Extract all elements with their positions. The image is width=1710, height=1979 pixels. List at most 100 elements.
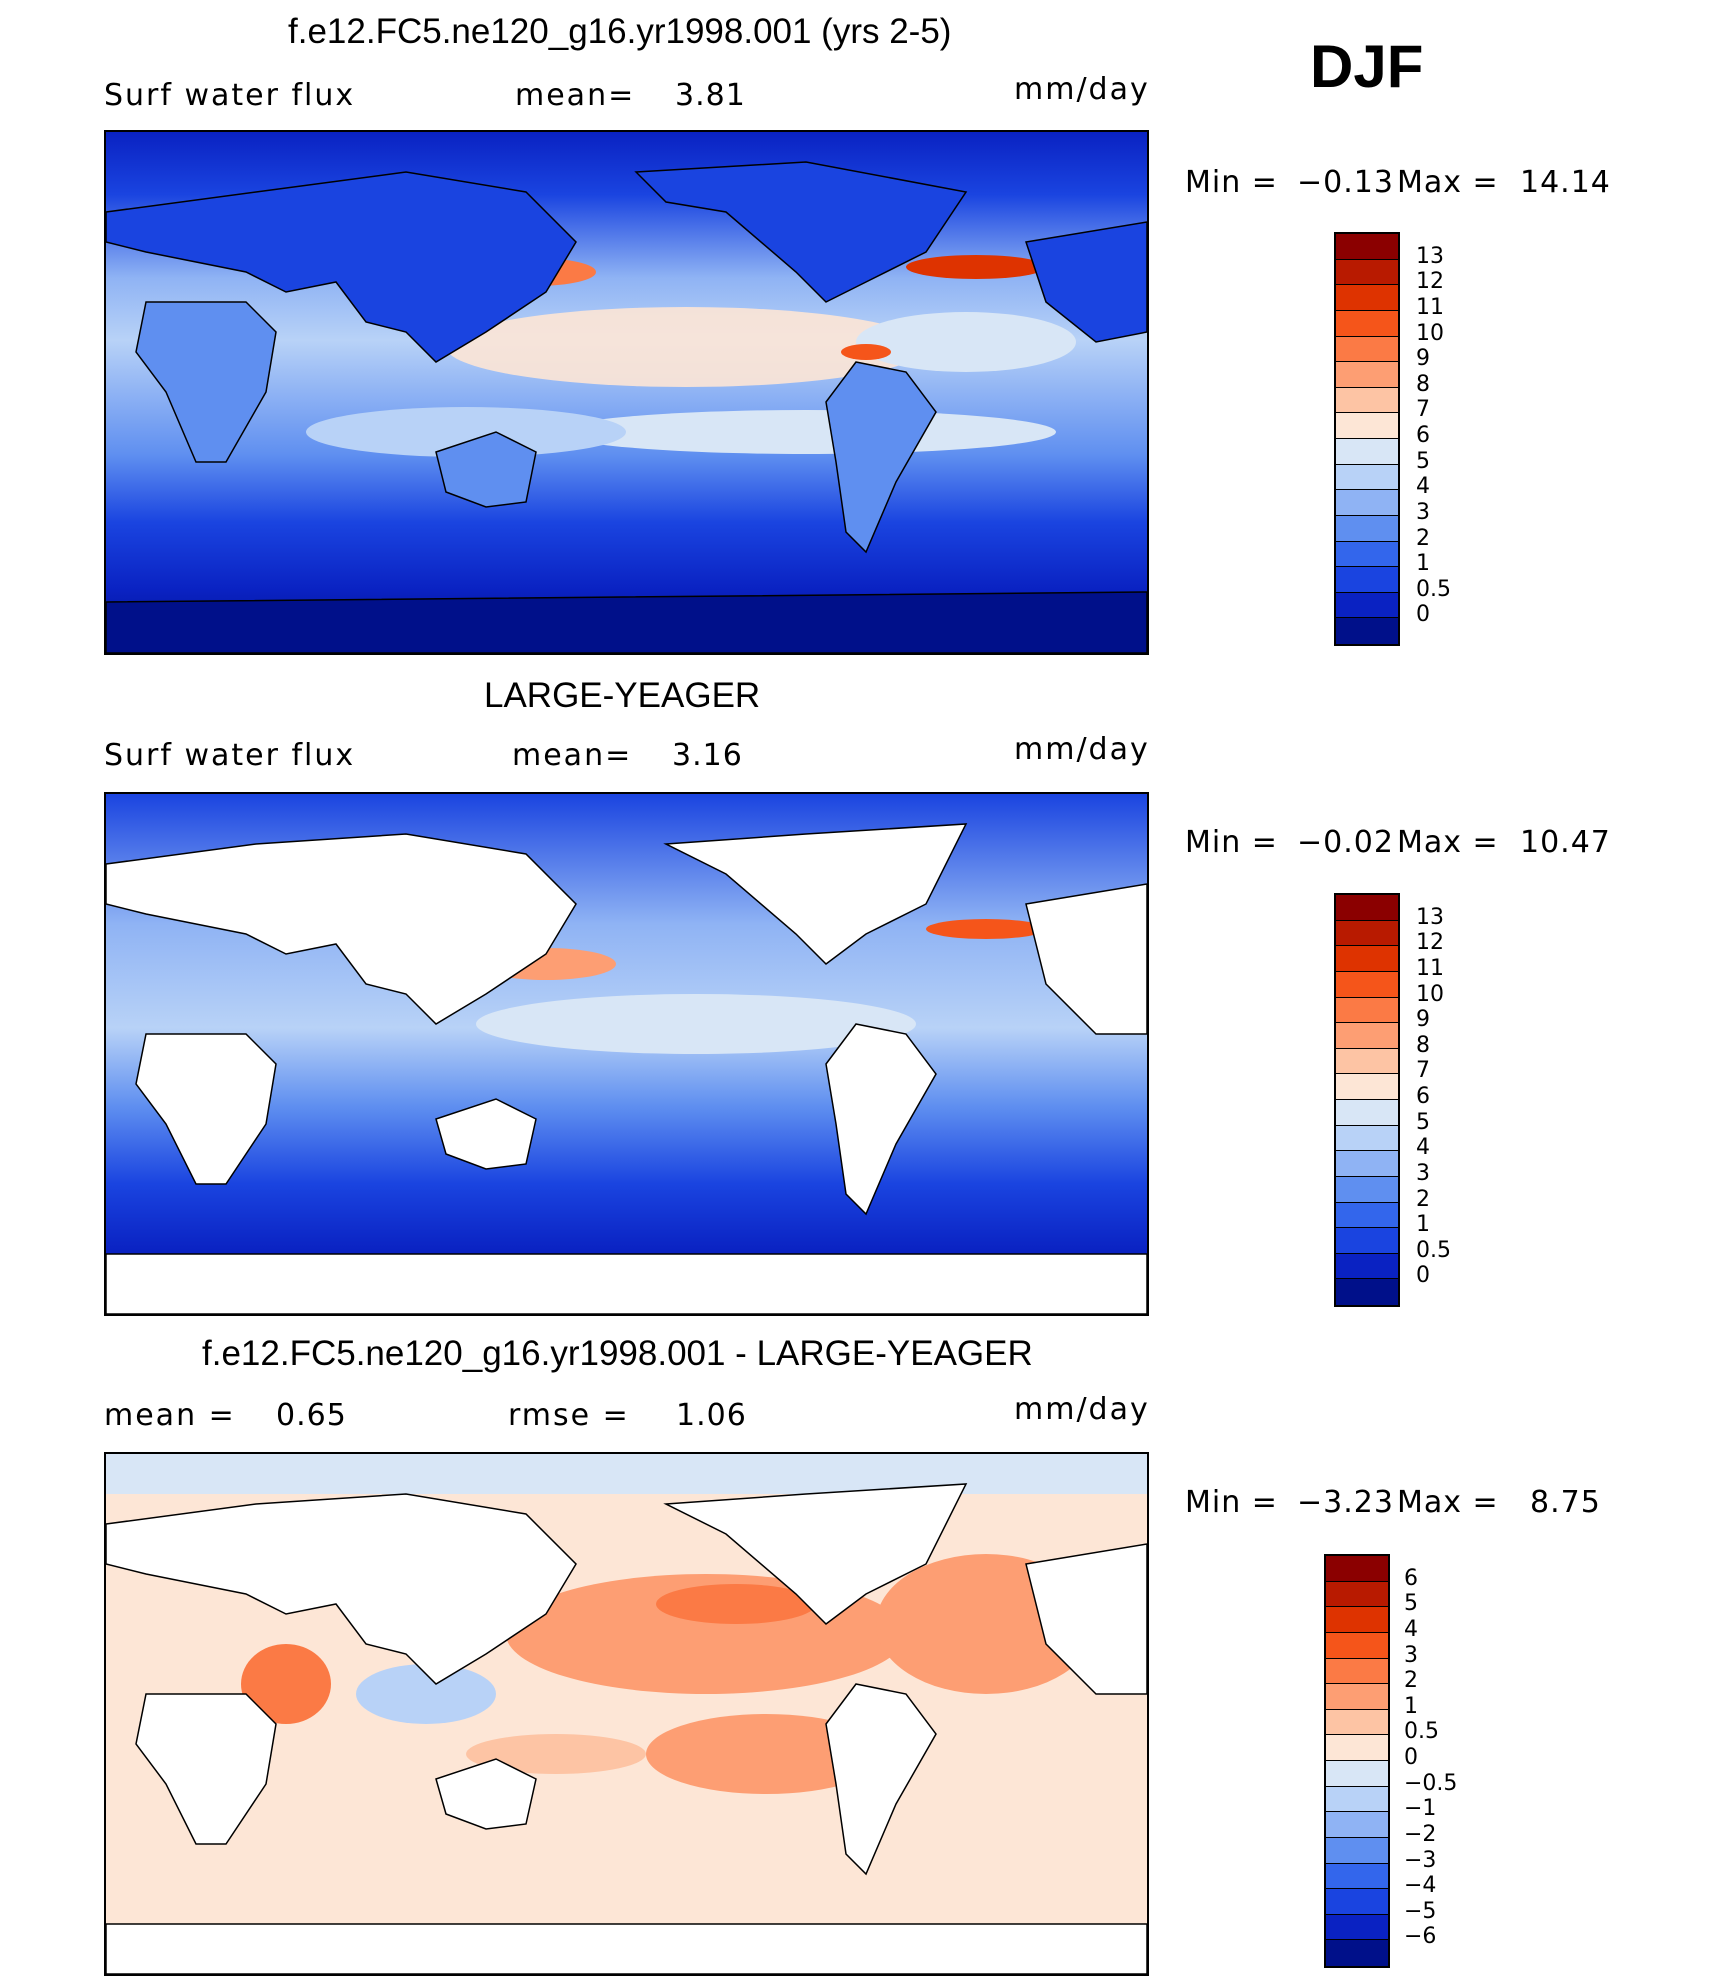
colorbar-swatch (1336, 515, 1398, 542)
colorbar-tick-label: 10 (1416, 320, 1444, 346)
colorbar-swatch (1336, 1253, 1398, 1280)
panel3-min-label: Min = (1185, 1485, 1278, 1520)
colorbar-swatch (1326, 1837, 1388, 1864)
colorbar-swatch (1336, 1125, 1398, 1152)
colorbar-tick-label: 1 (1404, 1693, 1418, 1719)
panel2-map-svg (106, 794, 1147, 1314)
panel3-max-label: Max = (1397, 1485, 1499, 1520)
colorbar-tick-label: 7 (1416, 397, 1430, 423)
colorbar-swatch (1326, 1709, 1388, 1736)
colorbar-tick-label: 9 (1416, 1007, 1430, 1033)
panel2-title: LARGE-YEAGER (484, 676, 761, 715)
colorbar-tick-label: 3 (1404, 1642, 1418, 1668)
colorbar-swatch (1336, 618, 1398, 644)
colorbar-tick-label: 7 (1416, 1058, 1430, 1084)
colorbar-swatch (1326, 1889, 1388, 1915)
colorbar-tick-label: 0.5 (1404, 1719, 1439, 1745)
colorbar-swatch (1326, 1735, 1388, 1761)
colorbar-tick-label: 6 (1416, 423, 1430, 448)
colorbar-swatch (1336, 541, 1398, 568)
colorbar-swatch (1336, 997, 1398, 1024)
colorbar-tick-label: 3 (1416, 1160, 1430, 1186)
panel1-units: mm/day (1014, 72, 1150, 107)
colorbar-swatch (1326, 1940, 1388, 1966)
colorbar-swatch (1336, 413, 1398, 439)
colorbar-swatch (1336, 439, 1398, 465)
colorbar-tick-label: 12 (1416, 930, 1444, 956)
colorbar-swatch (1336, 971, 1398, 998)
colorbar-tick-label: −4 (1404, 1873, 1437, 1899)
panel3-title: f.e12.FC5.ne120_g16.yr1998.001 - LARGE-Y… (202, 1334, 1033, 1373)
colorbar-swatch (1326, 1863, 1388, 1890)
panel3-rmse-value: 1.06 (676, 1398, 747, 1433)
colorbar-swatch (1336, 1100, 1398, 1126)
colorbar-swatch (1336, 1048, 1398, 1075)
colorbar-swatch (1326, 1812, 1388, 1838)
colorbar-swatch (1336, 464, 1398, 491)
colorbar-swatch (1336, 387, 1398, 414)
panel3-rmse-label: rmse = (508, 1398, 630, 1433)
colorbar-tick-label: −6 (1404, 1924, 1437, 1950)
colorbar-tick-label: −2 (1404, 1821, 1437, 1847)
colorbar-tick-label: −5 (1404, 1898, 1437, 1924)
panel1-mean-value: 3.81 (675, 78, 746, 113)
colorbar-tick-label: 12 (1416, 269, 1444, 295)
panel1-mean-label: mean= (515, 78, 636, 113)
colorbar-swatch (1336, 259, 1398, 286)
colorbar-tick-label: −1 (1404, 1796, 1437, 1822)
colorbar-tick-label: 0 (1416, 1263, 1430, 1289)
colorbar-tick-label: 0.5 (1416, 1237, 1451, 1263)
panel2-min-label: Min = (1185, 825, 1278, 860)
colorbar-tick-label: 3 (1416, 499, 1430, 525)
colorbar-tick-label: 1 (1416, 551, 1430, 577)
colorbar-swatch (1336, 1151, 1398, 1177)
colorbar-tick-label: 10 (1416, 981, 1444, 1007)
colorbar-swatch (1336, 336, 1398, 363)
panel3-map (104, 1452, 1149, 1976)
colorbar-swatch (1336, 1074, 1398, 1100)
colorbar-swatch (1336, 234, 1398, 260)
colorbar-swatch (1336, 310, 1398, 337)
colorbar-swatch (1336, 1176, 1398, 1203)
colorbar-tick-label: 2 (1416, 525, 1430, 551)
colorbar-tick-label: 6 (1416, 1084, 1430, 1109)
panel2-variable-label: Surf water flux (104, 738, 356, 773)
colorbar-tick-label: 2 (1404, 1668, 1418, 1694)
colorbar-box (1334, 232, 1400, 646)
colorbar-tick-label: 2 (1416, 1186, 1430, 1212)
colorbar-swatch (1336, 895, 1398, 921)
colorbar-tick-label: 6 (1404, 1565, 1418, 1591)
colorbar-swatch (1326, 1761, 1388, 1787)
colorbar-swatch (1336, 1279, 1398, 1305)
colorbar-tick-label: 8 (1416, 371, 1430, 397)
colorbar-swatch (1336, 1228, 1398, 1254)
colorbar-swatch (1336, 592, 1398, 619)
panel2-max-label: Max = (1397, 825, 1499, 860)
colorbar-swatch (1336, 285, 1398, 311)
colorbar-tick-label: 13 (1416, 243, 1444, 269)
panel3-mean-value: 0.65 (276, 1398, 347, 1433)
panel3-max-value: 8.75 (1530, 1485, 1601, 1520)
panel1-min-label: Min = (1185, 165, 1278, 200)
colorbar-swatch (1326, 1632, 1388, 1659)
colorbar-tick-label: 11 (1416, 294, 1444, 320)
colorbar-tick-label: 13 (1416, 904, 1444, 930)
colorbar-tick-label: 4 (1416, 474, 1430, 500)
colorbar-swatch (1326, 1684, 1388, 1710)
colorbar-swatch (1326, 1581, 1388, 1608)
panel1-variable-label: Surf water flux (104, 78, 356, 113)
panel2-map (104, 792, 1149, 1316)
panel1-map-svg (106, 132, 1147, 653)
colorbar-swatch (1326, 1556, 1388, 1582)
colorbar-tick-label: 5 (1416, 448, 1430, 474)
colorbar-tick-label: 5 (1416, 1109, 1430, 1135)
panel3-units: mm/day (1014, 1392, 1150, 1427)
panel2-max-value: 10.47 (1520, 825, 1611, 860)
colorbar-box (1324, 1554, 1390, 1968)
colorbar-swatch (1336, 920, 1398, 947)
panel2-mean-label: mean= (512, 738, 633, 773)
colorbar-tick-label: 4 (1404, 1616, 1418, 1642)
colorbar-swatch (1326, 1914, 1388, 1941)
colorbar-swatch (1336, 946, 1398, 972)
colorbar-swatch (1336, 362, 1398, 388)
